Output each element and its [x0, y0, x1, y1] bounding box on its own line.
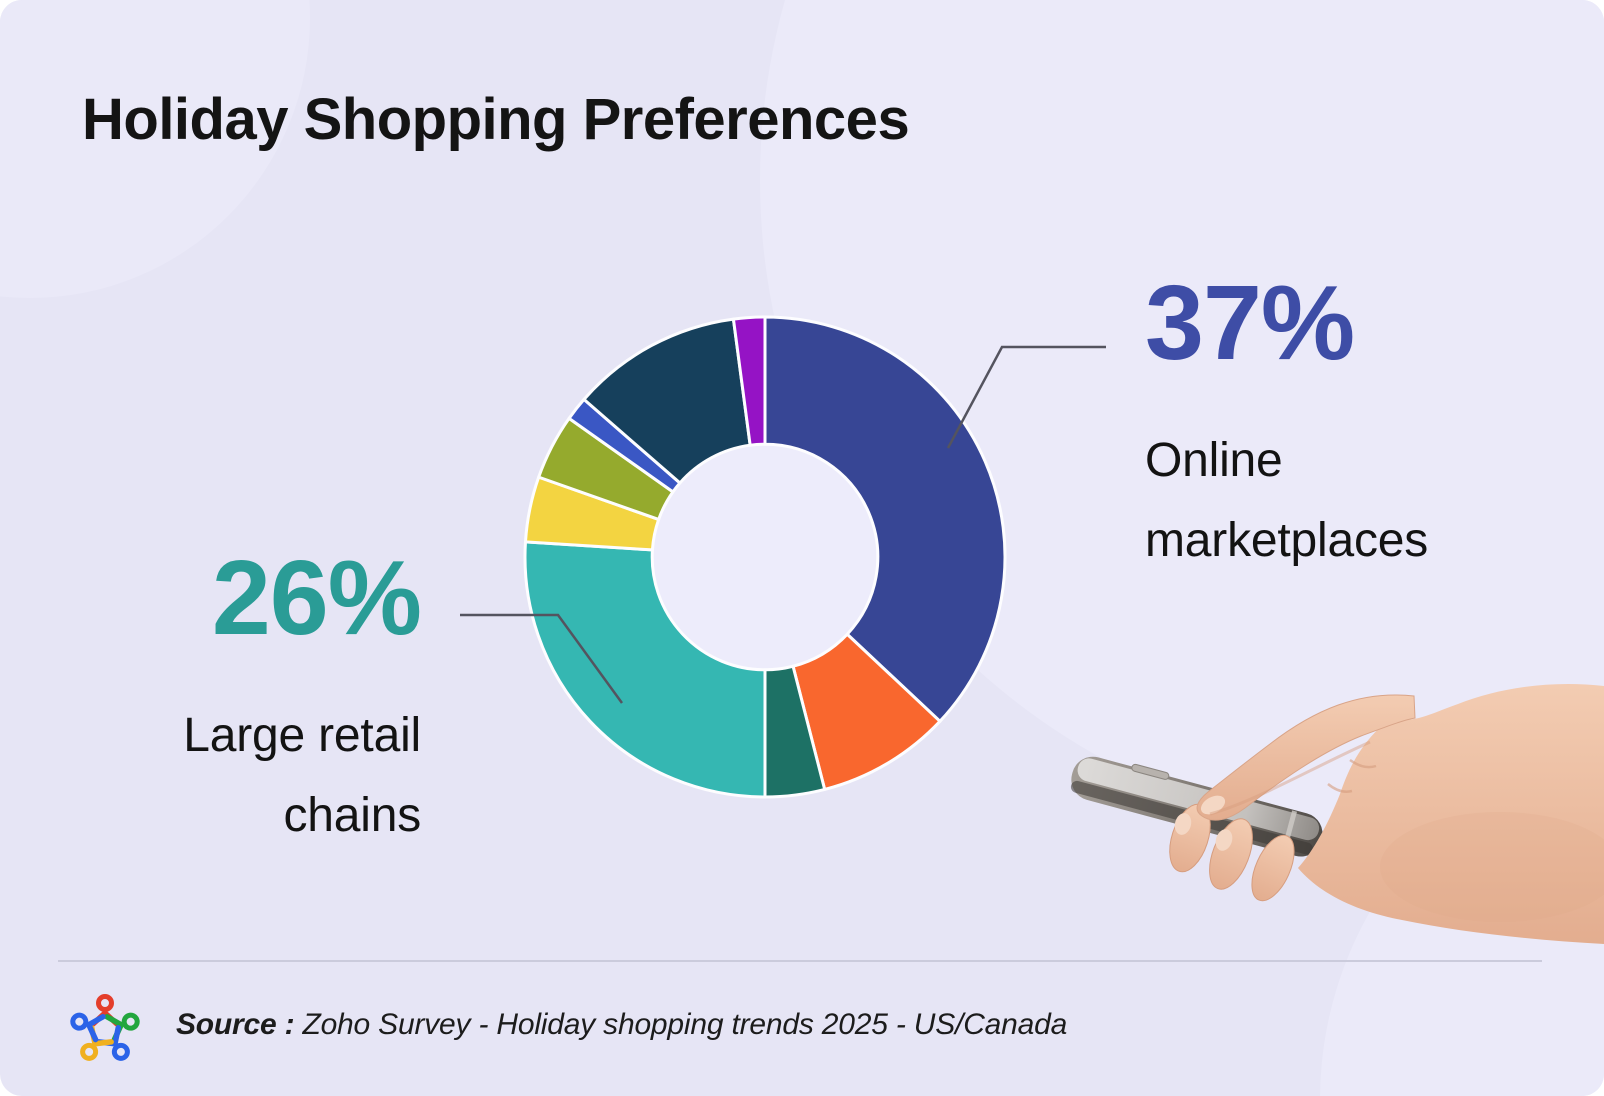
source-prefix: Source :: [176, 1008, 295, 1041]
curled-fingers: [1169, 803, 1295, 902]
hand-palm: [1298, 684, 1604, 944]
logo-person-head: [70, 1012, 89, 1031]
page-title: Holiday Shopping Preferences: [82, 87, 910, 152]
stat-retail-value: 26%: [211, 539, 422, 657]
source-text: Zoho Survey - Holiday shopping trends 20…: [302, 1008, 1068, 1041]
stat-online-marketplaces: 37% Online marketplaces: [1145, 264, 1428, 581]
donut-segment-8: [731, 315, 767, 447]
source-attribution: Source : Zoho Survey - Holiday shopping t…: [176, 1008, 1067, 1042]
hand-holding-phone-image: [1070, 684, 1604, 944]
logo-person-head: [80, 1042, 99, 1061]
index-finger: [1196, 694, 1416, 821]
donut-segment-online-marketplaces: [763, 315, 1007, 723]
stat-retail-label-line1: Large retail: [183, 709, 421, 763]
zoho-survey-logo-icon: [70, 994, 140, 1061]
logo-person-body: [86, 1013, 106, 1043]
logo-person-head: [96, 994, 114, 1012]
stat-retail-label: Large retail chains: [183, 696, 421, 855]
logo-person-head: [121, 1012, 140, 1031]
stat-retail-label-line2: chains: [283, 788, 421, 842]
stat-large-retail-chains: 26% Large retail chains: [183, 539, 422, 856]
donut-segment-large-retail-chains: [523, 540, 767, 799]
donut-chart: [523, 315, 1007, 799]
stat-online-label-line2: marketplaces: [1145, 513, 1429, 567]
footer-divider: [58, 960, 1542, 962]
stat-online-label: Online marketplaces: [1145, 421, 1428, 580]
stat-online-value: 37%: [1145, 264, 1355, 382]
donut-hole: [650, 442, 880, 672]
stat-online-label-line1: Online: [1145, 434, 1283, 488]
logo-person-head: [111, 1042, 130, 1061]
